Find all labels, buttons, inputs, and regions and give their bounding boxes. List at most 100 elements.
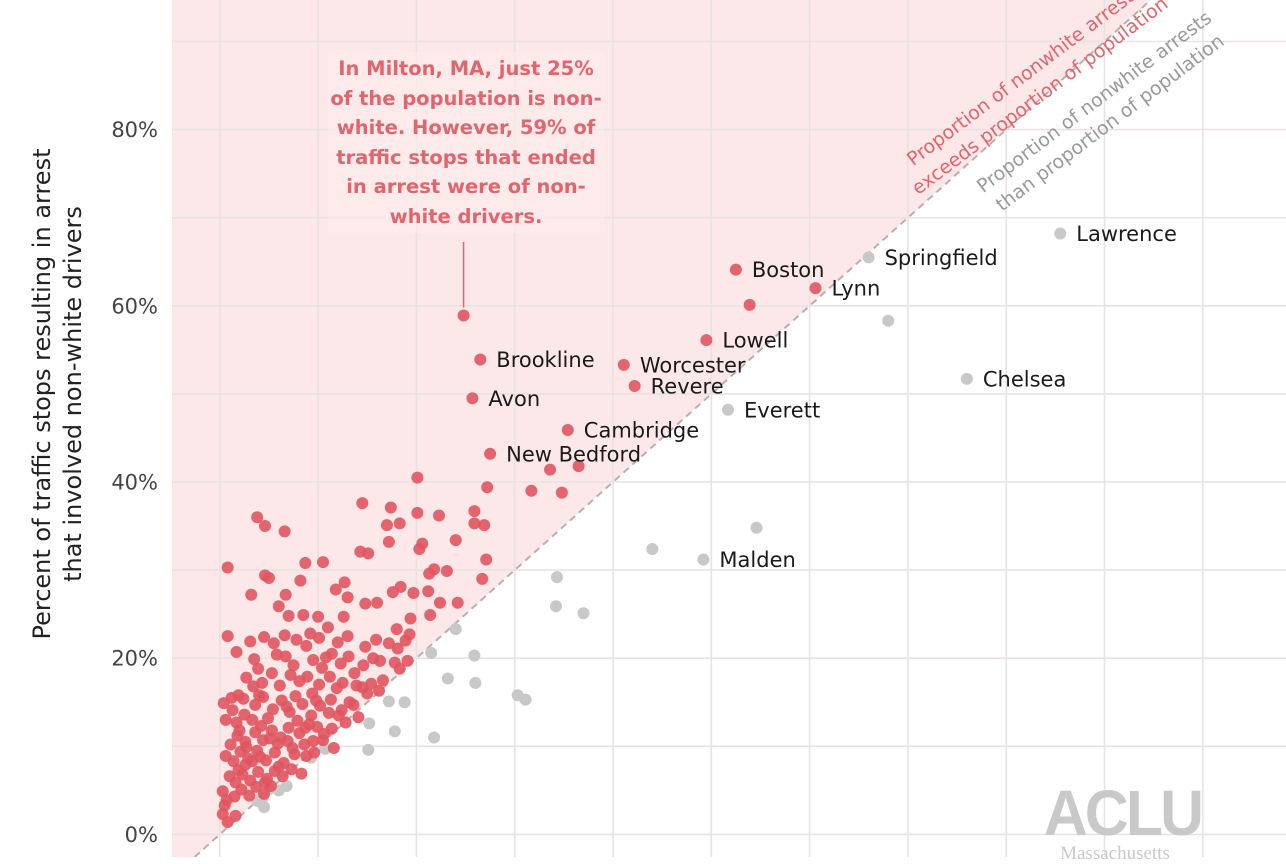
- data-point-below-line: [646, 542, 659, 555]
- data-point-above-line: [229, 809, 242, 822]
- data-point-above-line: [337, 610, 350, 623]
- data-point-above-line: [310, 694, 323, 707]
- data-point-above-line: [263, 732, 276, 745]
- data-point-above-line: [480, 553, 493, 566]
- data-point-above-line: [300, 749, 313, 762]
- data-point-above-line: [291, 714, 304, 727]
- milton-annotation: In Milton, MA, just 25% of the populatio…: [328, 52, 604, 233]
- data-point-above-line: [384, 501, 397, 514]
- data-point-brookline: [474, 353, 487, 366]
- data-point-new-bedford: [484, 447, 497, 460]
- data-point-above-line: [273, 679, 286, 692]
- data-point-above-line: [525, 484, 538, 497]
- data-point-above-line: [307, 735, 320, 748]
- data-point-above-line: [468, 517, 481, 530]
- data-point-cambridge: [561, 424, 574, 437]
- data-point-below-line: [362, 743, 375, 756]
- data-point-above-line: [468, 505, 481, 518]
- data-point-above-line: [322, 706, 335, 719]
- data-point-above-line: [365, 677, 378, 690]
- data-point-above-line: [278, 629, 291, 642]
- data-point-springfield: [862, 251, 875, 264]
- data-point-above-line: [382, 535, 395, 548]
- data-point-above-line: [382, 637, 395, 650]
- data-point-chelsea: [960, 372, 973, 385]
- data-point-below-line: [388, 725, 401, 738]
- data-point-below-line: [398, 696, 411, 709]
- data-point-above-line: [261, 712, 274, 725]
- data-point-below-line: [425, 646, 438, 659]
- data-point-above-line: [282, 721, 295, 734]
- y-tick-label: 0%: [125, 823, 158, 847]
- city-label-worcester: Worcester: [640, 353, 746, 377]
- reference-line-equal-proportion: [193, 0, 1152, 857]
- y-axis-label: Percent of traffic stops resulting in ar…: [28, 149, 87, 640]
- data-point-above-line: [332, 709, 345, 722]
- y-axis-label-line1: Percent of traffic stops resulting in ar…: [28, 149, 56, 640]
- data-point-above-line: [451, 596, 464, 609]
- data-point-below-line: [882, 314, 895, 327]
- data-point-above-line: [319, 651, 332, 664]
- data-point-above-line: [334, 657, 347, 670]
- data-point-above-line: [279, 650, 292, 663]
- city-label-lynn: Lynn: [831, 277, 880, 301]
- data-point-above-line: [262, 572, 275, 585]
- y-tick-label: 20%: [111, 647, 158, 671]
- data-point-above-line: [316, 661, 329, 674]
- data-point-above-line: [232, 764, 245, 777]
- data-point-above-line: [359, 597, 372, 610]
- data-point-above-line: [258, 787, 271, 800]
- data-point-above-line: [219, 713, 232, 726]
- data-point-below-line: [577, 607, 590, 620]
- data-point-above-line: [391, 642, 404, 655]
- data-point-lawrence: [1054, 227, 1067, 240]
- data-point-above-line: [390, 623, 403, 636]
- data-point-above-line: [245, 588, 258, 601]
- data-point-above-line: [341, 591, 354, 604]
- data-point-boston: [729, 263, 742, 276]
- data-point-above-line: [289, 690, 302, 703]
- data-point-malden: [697, 553, 710, 566]
- data-point-above-line: [272, 600, 285, 613]
- data-point-above-line: [324, 693, 337, 706]
- data-point-above-line: [313, 631, 326, 644]
- data-point-above-line: [258, 631, 271, 644]
- data-point-below-line: [549, 600, 562, 613]
- data-point-below-line: [750, 521, 763, 534]
- data-point-above-line: [348, 667, 361, 680]
- data-point-above-line: [252, 662, 265, 675]
- gridlines: [172, 0, 1286, 857]
- data-point-above-line: [297, 609, 310, 622]
- city-label-new-bedford: New Bedford: [506, 442, 641, 466]
- data-point-below-line: [449, 623, 462, 636]
- data-point-above-line: [217, 697, 230, 710]
- data-point-above-line: [304, 627, 317, 640]
- data-point-lowell: [700, 334, 713, 347]
- data-point-above-line: [299, 557, 312, 570]
- data-point-above-line: [312, 610, 325, 623]
- data-point-above-line: [230, 646, 243, 659]
- data-point-above-line: [373, 684, 386, 697]
- data-point-above-line: [317, 556, 330, 569]
- data-point-below-line: [469, 676, 482, 689]
- data-point-above-line: [327, 742, 340, 755]
- city-label-lowell: Lowell: [722, 329, 788, 353]
- data-point-above-line: [266, 703, 279, 716]
- data-point-above-line: [224, 738, 237, 751]
- data-point-above-line: [743, 298, 756, 311]
- city-label-lawrence: Lawrence: [1076, 222, 1177, 246]
- data-point-above-line: [347, 698, 360, 711]
- data-point-above-line: [259, 520, 272, 533]
- data-point-above-line: [265, 667, 278, 680]
- data-point-above-line: [411, 506, 424, 519]
- data-point-below-line: [428, 731, 441, 744]
- data-point-below-line: [468, 649, 481, 662]
- data-point-above-line: [413, 542, 426, 555]
- aclu-massachusetts-logo: ACLU Massachusetts: [1043, 777, 1204, 864]
- data-point-above-line: [342, 650, 355, 663]
- data-point-above-line: [252, 765, 265, 778]
- data-point-above-line: [481, 481, 494, 494]
- data-point-milton: [457, 309, 470, 322]
- data-point-above-line: [282, 609, 295, 622]
